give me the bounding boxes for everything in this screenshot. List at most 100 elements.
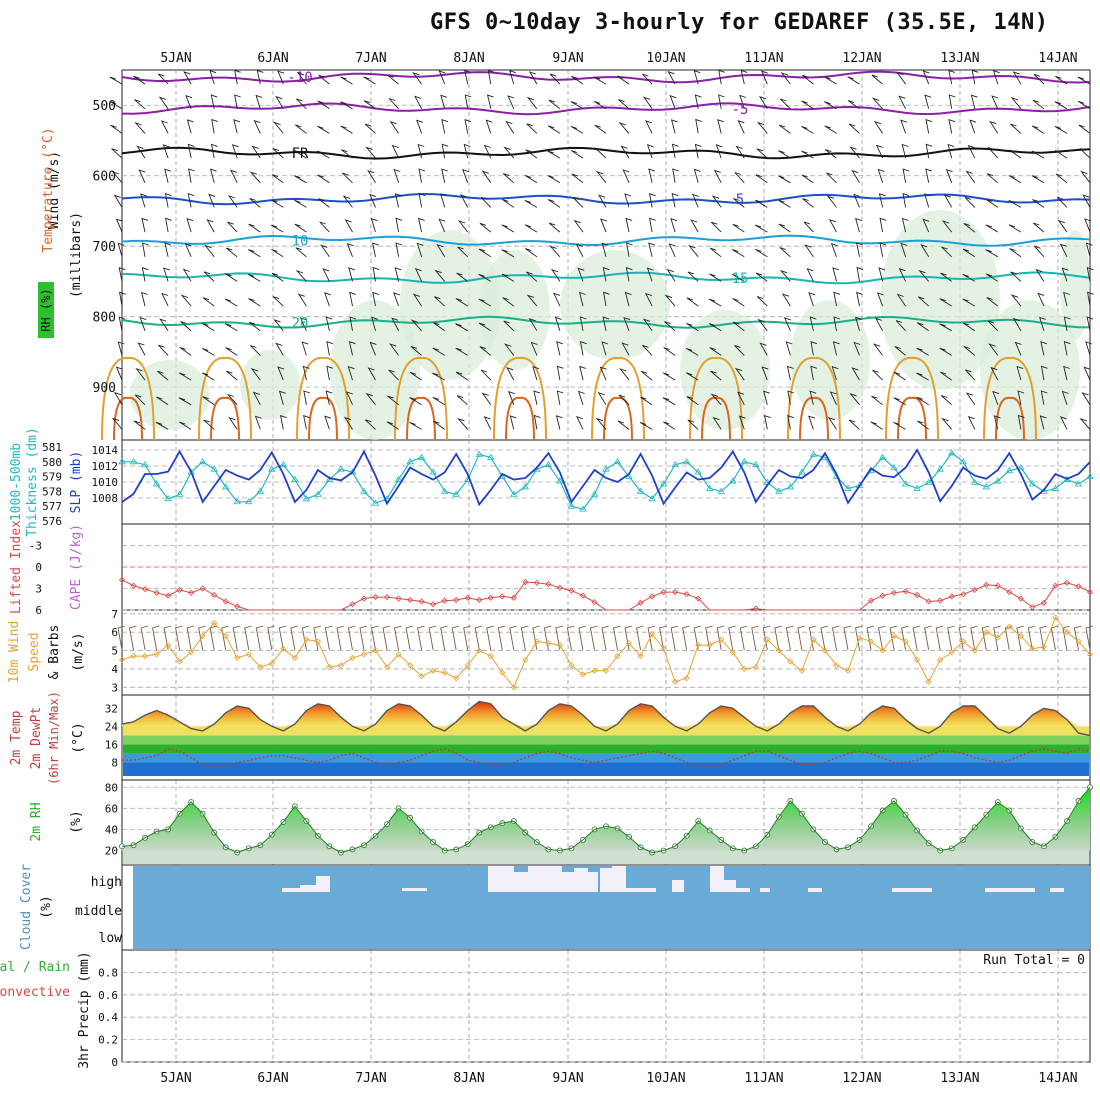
upper-wind-barb: [179, 421, 192, 430]
upper-wind-barb: [579, 316, 587, 331]
li-point: [556, 584, 563, 591]
upper-wind-barb: [296, 72, 307, 85]
upper-wind-barb: [1032, 99, 1045, 110]
upper-wind-barb: [625, 217, 633, 233]
upper-wind-barb: [991, 95, 999, 109]
upper-wind-barb: [135, 368, 146, 381]
surface-wind-barb: [371, 625, 379, 651]
surface-wind-barb: [739, 625, 748, 651]
upper-wind-barb: [640, 370, 653, 381]
thickness-point: [1017, 463, 1025, 471]
upper-wind-barb: [504, 343, 515, 356]
upper-wind-barb: [441, 119, 449, 134]
upper-wind-barb: [118, 316, 126, 331]
upper-wind-barb: [1086, 267, 1094, 282]
upper-wind-barb: [134, 99, 146, 110]
wind-speed-point: [165, 642, 172, 649]
upper-wind-barb: [1063, 291, 1070, 307]
surface-wind-barb: [751, 625, 759, 651]
upper-wind-barb: [113, 391, 123, 406]
upper-wind-barb: [874, 317, 883, 332]
wind-speed-point: [602, 667, 610, 674]
upper-wind-barb: [1061, 267, 1069, 282]
upper-wind-barb: [294, 199, 307, 208]
dewpt-axis-label: 2m DewPt: [29, 707, 44, 770]
thickness-point: [487, 453, 495, 460]
upper-wind-barb: [987, 320, 999, 332]
upper-wind-barb: [870, 421, 883, 430]
cloud-bar: [300, 885, 316, 892]
cloud-bar: [808, 888, 822, 892]
upper-wind-barb: [412, 72, 422, 85]
upper-wind-barb: [579, 365, 586, 381]
wind-speed-point: [372, 647, 379, 654]
rh-tick-label: 40: [105, 823, 118, 836]
surface-wind-barb: [693, 625, 702, 651]
upper-wind-barb: [710, 393, 722, 406]
pressure-tick-label: 900: [93, 381, 116, 396]
upper-wind-barb: [849, 392, 860, 406]
upper-wind-barb: [140, 291, 148, 307]
thickness-point: [348, 468, 357, 475]
upper-wind-barb: [550, 268, 561, 282]
wind-speed-point: [706, 642, 713, 649]
upper-wind-barb: [554, 316, 562, 331]
upper-wind-barb: [595, 170, 607, 184]
upper-wind-barb: [319, 221, 330, 233]
thickness-point: [752, 460, 760, 468]
thickness-point: [706, 484, 714, 491]
upper-wind-barb: [962, 322, 976, 332]
upper-wind-barb: [141, 217, 149, 233]
upper-wind-barb: [754, 224, 768, 233]
upper-wind-barb: [502, 297, 515, 307]
upper-wind-barb: [1008, 175, 1022, 184]
upper-wind-barb: [1057, 219, 1068, 233]
surface-wind-barb: [428, 625, 437, 651]
upper-wind-barb: [1054, 149, 1068, 159]
upper-wind-barb: [570, 150, 584, 159]
upper-wind-barb: [672, 168, 679, 183]
li-point: [234, 603, 241, 610]
temp-tick-label: 8: [111, 756, 118, 769]
upper-wind-barb: [556, 365, 564, 381]
upper-wind-barb: [324, 415, 332, 430]
upper-wind-barb: [248, 249, 261, 258]
upper-wind-barb: [901, 143, 909, 159]
upper-wind-barb: [479, 222, 492, 233]
li-point: [199, 585, 206, 592]
upper-wind-barb: [325, 390, 333, 405]
upper-wind-barb: [530, 341, 538, 356]
upper-wind-barb: [624, 193, 632, 208]
upper-wind-barb: [831, 365, 839, 381]
upper-wind-barb: [188, 168, 195, 183]
li-point: [695, 595, 702, 602]
date-label-top: 14JAN: [1038, 51, 1077, 66]
upper-wind-barb: [178, 397, 192, 406]
upper-wind-barb: [432, 396, 445, 406]
li-point: [141, 586, 149, 593]
upper-wind-barb: [736, 391, 745, 406]
thickness-point: [210, 465, 218, 472]
upper-wind-barb: [277, 70, 285, 85]
upper-wind-barb: [526, 271, 538, 282]
upper-wind-barb: [248, 298, 261, 307]
upper-wind-barb: [109, 101, 123, 110]
upper-wind-barb: [945, 168, 953, 183]
upper-wind-barb: [440, 193, 447, 208]
upper-wind-barb: [317, 125, 330, 134]
upper-wind-barb: [155, 421, 169, 430]
surface-wind-barb: [589, 625, 598, 651]
upper-wind-barb: [525, 149, 538, 159]
surface-wind-barb: [140, 625, 149, 651]
upper-wind-barb: [210, 143, 218, 159]
upper-wind-barb: [115, 366, 123, 381]
li-point: [879, 592, 886, 599]
upper-wind-barb: [187, 143, 195, 159]
upper-wind-barb: [601, 242, 609, 257]
li-point: [649, 593, 656, 600]
wind-speed-point: [337, 662, 345, 669]
thickness-point: [1005, 466, 1014, 474]
upper-wind-barb: [549, 73, 561, 85]
wind-speed-point: [1006, 623, 1013, 630]
pressure-tick-label: 700: [93, 240, 116, 255]
